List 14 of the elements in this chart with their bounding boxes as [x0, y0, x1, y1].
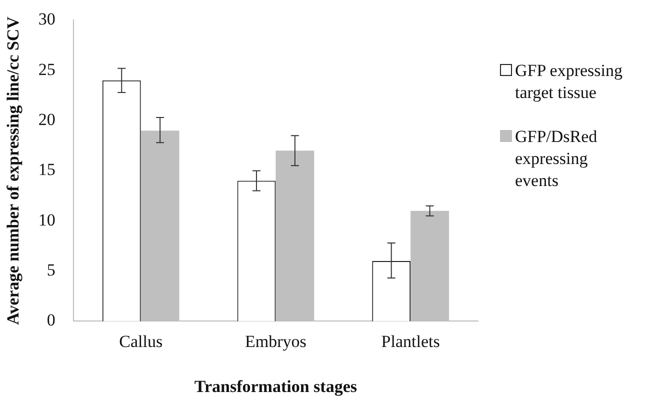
- y-tick-label: 15: [38, 160, 56, 180]
- legend-label: GFP expressing target tissue: [515, 60, 624, 104]
- x-tick-label: Plantlets: [381, 332, 440, 351]
- x-tick-label: Embryos: [245, 332, 306, 351]
- y-tick-label: 5: [46, 260, 56, 280]
- y-tick-label: 30: [38, 10, 56, 29]
- x-axis-title: Transformation stages: [194, 377, 358, 396]
- y-tick-label: 10: [38, 210, 56, 230]
- y-axis-title: Average number of expressing line/cc SCV: [4, 16, 23, 325]
- legend-label: GFP/DsRed expressing events: [515, 126, 598, 192]
- y-tick-label: 0: [46, 310, 56, 330]
- y-tick-label: 25: [38, 60, 56, 79]
- y-tick-label: 20: [38, 110, 56, 129]
- x-tick-label: Callus: [119, 332, 163, 351]
